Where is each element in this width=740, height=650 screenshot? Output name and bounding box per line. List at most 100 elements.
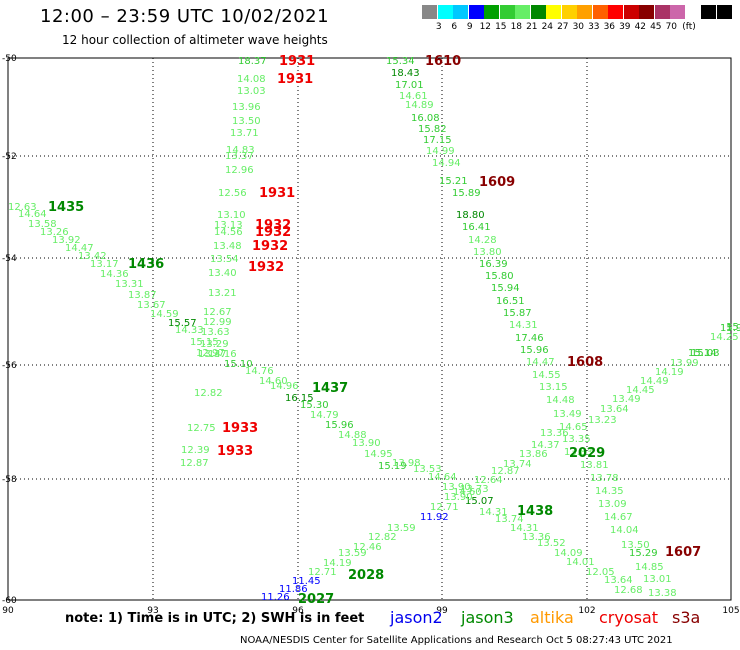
- legend-swatch: [654, 5, 670, 19]
- legend-label: 12: [479, 22, 492, 32]
- wave-height-value: 16.41: [462, 222, 491, 233]
- pass-id-label: 1932: [255, 225, 291, 240]
- wave-height-value: 14.96: [270, 381, 299, 392]
- pass-id-label: 1438: [517, 504, 553, 519]
- wave-height-value: 14.04: [610, 525, 639, 536]
- wave-height-value: 13.67: [137, 300, 166, 311]
- wave-height-value: 13.83: [564, 447, 593, 458]
- wave-height-value: 14.64: [18, 209, 47, 220]
- legend-swatch: [623, 5, 639, 19]
- wave-height-value: 15.94: [720, 323, 740, 334]
- wave-height-value: 16.08: [411, 113, 440, 124]
- satellite-name: s3a: [672, 608, 701, 627]
- wave-height-value: 13.15: [539, 382, 568, 393]
- wave-height-value: 13.37: [225, 151, 254, 162]
- pass-id-label: 1435: [48, 200, 84, 215]
- wave-height-value: 11.86: [279, 584, 308, 595]
- latitude-label: -52: [2, 152, 17, 162]
- wave-height-value: 13.64: [600, 404, 629, 415]
- pass-id-label: 1931: [279, 54, 315, 69]
- footer-credit: NOAA/NESDIS Center for Satellite Applica…: [240, 635, 673, 646]
- note-text: note: 1) Time is in UTC; 2) SWH is in fe…: [65, 611, 365, 626]
- wave-height-value: 17.46: [515, 333, 544, 344]
- wave-height-value: 13.73: [460, 484, 489, 495]
- wave-height-value: 12.39: [181, 445, 210, 456]
- wave-height-value: 14.48: [546, 395, 575, 406]
- legend-label: 21: [526, 22, 538, 32]
- legend-label: 3: [435, 22, 442, 32]
- legend-swatch: [561, 5, 577, 19]
- pass-id-label: 1933: [222, 421, 258, 436]
- wave-height-value: 15.14: [688, 348, 717, 359]
- latitude-label: -54: [2, 254, 17, 264]
- wave-height-value: 14.37: [531, 440, 560, 451]
- wave-height-value: 15: [726, 322, 739, 333]
- legend-swatch: [608, 5, 623, 19]
- legend-label: 15: [495, 22, 507, 32]
- wave-height-value: 14.79: [310, 410, 339, 421]
- wave-height-value: 13.49: [553, 409, 582, 420]
- wave-height-value: 14.47: [65, 243, 94, 254]
- wave-height-value: 14.60: [453, 487, 482, 498]
- wave-height-value: 15.03: [691, 348, 720, 359]
- satellite-name: cryosat: [599, 608, 659, 627]
- wave-height-value: 12.71: [430, 502, 459, 513]
- pass-id-label: 1610: [425, 54, 461, 69]
- wave-height-value: 13.96: [232, 102, 261, 113]
- wave-height-value: 14.61: [399, 91, 428, 102]
- wave-height-value: 14.60: [259, 376, 288, 387]
- map-subtitle: 12 hour collection of altimeter wave hei…: [62, 33, 328, 47]
- wave-height-value: 13.35: [562, 434, 591, 445]
- legend-unit: (ft): [682, 22, 696, 32]
- wave-height-value: 13.99: [670, 358, 699, 369]
- legend-label: 70: [665, 22, 678, 32]
- wave-height-value: 13.03: [237, 86, 266, 97]
- wave-height-value: 14.31: [510, 523, 539, 534]
- wave-height-value: 12.82: [368, 532, 397, 543]
- map-frame: [7, 57, 732, 601]
- wave-height-value: 13.37: [198, 349, 227, 360]
- wave-height-value: 14.47: [526, 357, 555, 368]
- wave-height-value: 13.21: [208, 288, 237, 299]
- wave-height-value: 15.80: [485, 271, 514, 282]
- wave-height-value: 13.54: [210, 254, 239, 265]
- pass-id-label: 1931: [259, 186, 295, 201]
- wave-height-value: 13.01: [643, 574, 672, 585]
- wave-height-value: 14.36: [100, 269, 129, 280]
- wave-height-value: 18.37: [238, 56, 267, 67]
- wave-height-value: 15.21: [439, 176, 468, 187]
- wave-height-value: 12.75: [187, 423, 216, 434]
- longitude-label: 96: [292, 606, 304, 616]
- longitude-label: 90: [2, 606, 14, 616]
- wave-height-value: 13.48: [213, 241, 242, 252]
- pass-id-label: 1932: [255, 218, 291, 233]
- map-title: 12:00 – 23:59 UTC 10/02/2021: [40, 6, 330, 27]
- latitude-label: -60: [2, 596, 17, 606]
- pass-id-label: 2029: [569, 446, 605, 461]
- wave-height-value: 13.90: [442, 482, 471, 493]
- wave-height-value: 15.96: [520, 345, 549, 356]
- wave-height-value: 14.56: [214, 227, 243, 238]
- pass-id-label: 2028: [348, 568, 384, 583]
- wave-height-value: 12.87: [180, 458, 209, 469]
- legend-swatch: [639, 5, 654, 19]
- wave-height-value: 12.05: [586, 567, 615, 578]
- wave-height-value: 13.50: [232, 116, 261, 127]
- legend-swatch: [422, 5, 437, 19]
- wave-height-value: 13.63: [201, 327, 230, 338]
- wave-height-value: 15.19: [378, 461, 407, 472]
- pass-id-label: 1437: [312, 381, 348, 396]
- wave-height-value: 13.71: [230, 128, 259, 139]
- wave-height-value: 13.17: [90, 259, 119, 270]
- wave-height-value: 14.35: [595, 486, 624, 497]
- legend-label: 9: [466, 22, 473, 32]
- wave-height-value: 11.45: [292, 576, 321, 587]
- wave-height-value: 13.38: [648, 588, 677, 599]
- legend-swatch: [468, 5, 484, 19]
- latitude-label: -58: [2, 475, 17, 485]
- wave-height-value: 15.96: [325, 420, 354, 431]
- legend-swatch: [670, 5, 685, 19]
- wave-height-value: 12.99: [203, 317, 232, 328]
- legend-swatch: [716, 5, 732, 19]
